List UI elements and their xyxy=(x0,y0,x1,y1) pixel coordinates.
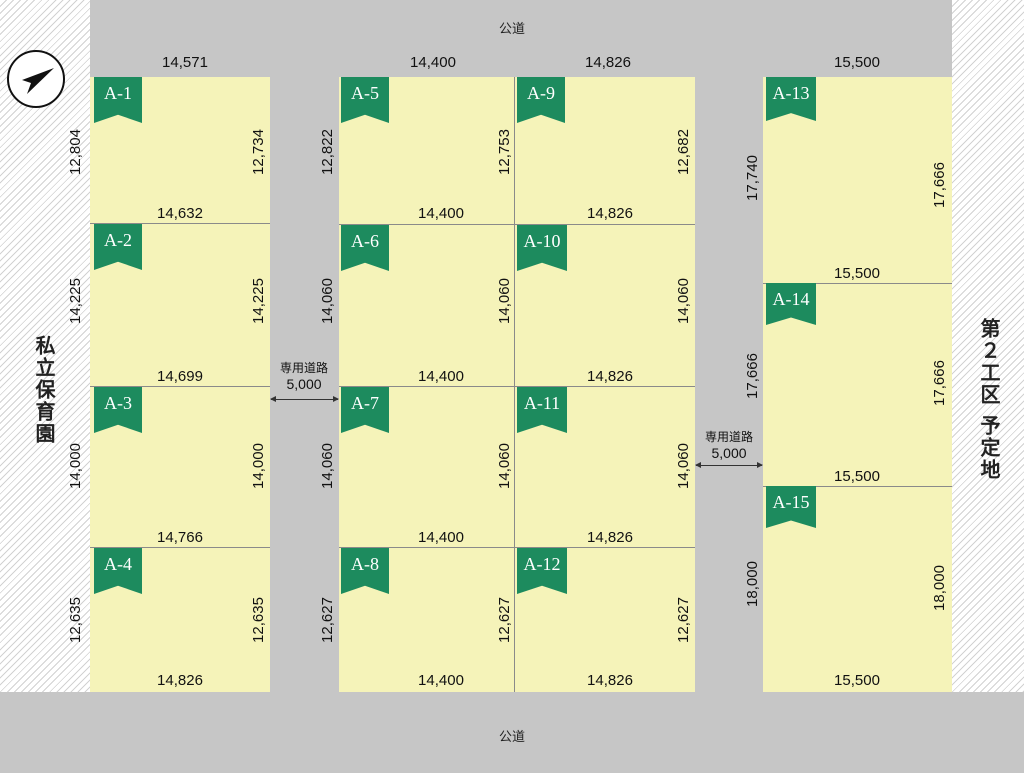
lot-id: A-4 xyxy=(104,554,132,574)
dimension-label: 14,826 xyxy=(585,54,631,71)
lot-line xyxy=(763,283,952,284)
block-column-4 xyxy=(763,77,952,692)
lot-line xyxy=(90,386,270,387)
lot-id: A-3 xyxy=(104,393,132,413)
lot-tag[interactable]: A-4 xyxy=(94,548,142,594)
dimension-label: 14,826 xyxy=(587,368,633,385)
dimension-label: 12,753 xyxy=(496,129,513,175)
dimension-label: 14,400 xyxy=(418,672,464,689)
block-column-1 xyxy=(90,77,270,692)
dimension-label: 14,060 xyxy=(675,443,692,489)
dimension-label: 12,822 xyxy=(319,129,336,175)
dimension-label: 12,734 xyxy=(250,129,267,175)
dimension-label: 15,500 xyxy=(834,672,880,689)
dimension-label: 17,666 xyxy=(744,353,761,399)
lot-id: A-14 xyxy=(772,289,810,309)
dimension-label: 17,666 xyxy=(931,360,948,406)
dimension-label: 12,682 xyxy=(675,129,692,175)
private-road-east-label: 専用道路 5,000 xyxy=(705,429,753,461)
dimension-label: 14,400 xyxy=(418,529,464,546)
dimension-label: 15,500 xyxy=(834,54,880,71)
lot-id: A-13 xyxy=(772,83,810,103)
dimension-label: 12,627 xyxy=(675,597,692,643)
dimension-label: 14,766 xyxy=(157,529,203,546)
private-road-east-width-arrow xyxy=(695,462,763,468)
private-road-west-width-arrow xyxy=(270,396,339,402)
dimension-label: 14,632 xyxy=(157,205,203,222)
dimension-label: 12,804 xyxy=(67,129,84,175)
lot-id: A-11 xyxy=(523,393,561,413)
dimension-label: 14,571 xyxy=(162,54,208,71)
bottom-road-label: 公道 xyxy=(498,730,526,745)
dimension-label: 14,060 xyxy=(675,278,692,324)
lot-line xyxy=(339,386,695,387)
top-public-road xyxy=(90,0,952,77)
dimension-label: 12,635 xyxy=(67,597,84,643)
lot-id: A-5 xyxy=(351,83,379,103)
private-road-name: 専用道路 xyxy=(279,361,329,375)
lot-tag[interactable]: A-6 xyxy=(341,225,389,271)
lot-id: A-7 xyxy=(351,393,379,413)
dimension-label: 14,060 xyxy=(319,278,336,324)
lot-id: A-2 xyxy=(104,230,132,250)
dimension-label: 14,060 xyxy=(496,278,513,324)
lot-id: A-12 xyxy=(523,554,561,574)
left-neighbor-label: 私立保育園 xyxy=(32,335,56,445)
dimension-label: 17,666 xyxy=(931,162,948,208)
private-road-width: 5,000 xyxy=(711,445,747,461)
dimension-label: 14,826 xyxy=(157,672,203,689)
block-column-3 xyxy=(515,77,695,692)
top-road-label: 公道 xyxy=(498,22,526,37)
private-road-width: 5,000 xyxy=(286,376,322,392)
dimension-label: 14,826 xyxy=(587,672,633,689)
lot-id: A-15 xyxy=(772,492,810,512)
dimension-label: 14,826 xyxy=(587,205,633,222)
private-road-west xyxy=(270,77,339,692)
dimension-label: 12,627 xyxy=(319,597,336,643)
north-arrow-icon xyxy=(7,50,65,108)
dimension-label: 12,635 xyxy=(250,597,267,643)
lot-line xyxy=(90,223,270,224)
lot-tag[interactable]: A-3 xyxy=(94,387,142,433)
lot-id: A-10 xyxy=(523,231,561,251)
dimension-label: 17,740 xyxy=(744,155,761,201)
dimension-label: 14,400 xyxy=(418,368,464,385)
block-column-2 xyxy=(339,77,514,692)
dimension-label: 14,225 xyxy=(250,278,267,324)
right-hatched-area xyxy=(952,0,1024,773)
dimension-label: 18,000 xyxy=(744,561,761,607)
right-neighbor-label: 第２工区 予定地 xyxy=(977,318,1001,481)
lot-line xyxy=(339,547,695,548)
dimension-label: 14,225 xyxy=(67,278,84,324)
private-road-east xyxy=(695,77,763,692)
dimension-label: 14,000 xyxy=(250,443,267,489)
private-road-west-label: 専用道路 5,000 xyxy=(280,360,328,392)
bottom-public-road xyxy=(0,692,1024,773)
lot-line xyxy=(339,224,695,225)
lot-id: A-8 xyxy=(351,554,379,574)
lot-line xyxy=(763,486,952,487)
dimension-label: 14,060 xyxy=(319,443,336,489)
lot-id: A-1 xyxy=(104,83,132,103)
lot-id: A-6 xyxy=(351,231,379,251)
dimension-label: 14,060 xyxy=(496,443,513,489)
dimension-label: 14,400 xyxy=(418,205,464,222)
private-road-name: 専用道路 xyxy=(704,430,754,444)
lot-line xyxy=(90,547,270,548)
dimension-label: 14,826 xyxy=(587,529,633,546)
divider-col2-col3 xyxy=(514,77,515,692)
lot-id: A-9 xyxy=(527,83,555,103)
dimension-label: 14,699 xyxy=(157,368,203,385)
dimension-label: 15,500 xyxy=(834,265,880,282)
dimension-label: 15,500 xyxy=(834,468,880,485)
dimension-label: 12,627 xyxy=(496,597,513,643)
dimension-label: 18,000 xyxy=(931,565,948,611)
dimension-label: 14,400 xyxy=(410,54,456,71)
left-hatched-area xyxy=(0,0,90,773)
dimension-label: 14,000 xyxy=(67,443,84,489)
